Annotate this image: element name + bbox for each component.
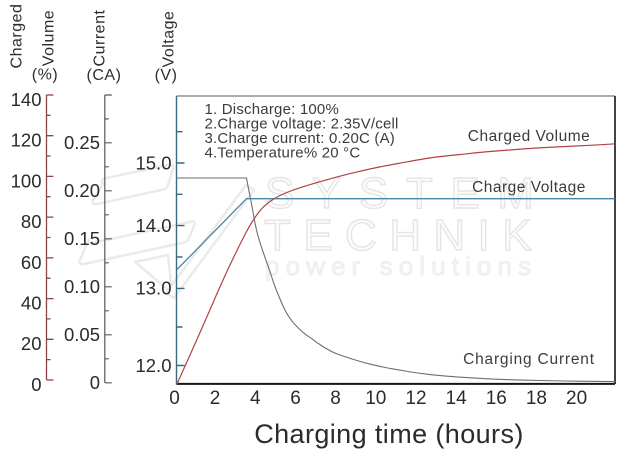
svg-text:Charged: Charged: [9, 4, 26, 69]
svg-text:Current: Current: [92, 10, 109, 67]
svg-text:12.0: 12.0: [135, 355, 171, 376]
svg-text:13.0: 13.0: [135, 278, 171, 299]
svg-text:Voltage: Voltage: [161, 11, 178, 68]
svg-text:8: 8: [330, 388, 341, 409]
svg-text:(%): (%): [32, 67, 58, 84]
svg-text:4: 4: [250, 388, 261, 409]
svg-text:0.25: 0.25: [64, 132, 100, 153]
svg-text:140: 140: [11, 89, 42, 110]
svg-text:2.Charge voltage: 2.35V/cell: 2.Charge voltage: 2.35V/cell: [205, 116, 399, 133]
svg-text:15.0: 15.0: [135, 152, 171, 173]
svg-text:0.05: 0.05: [64, 324, 100, 345]
svg-text:power solutions: power solutions: [265, 251, 537, 281]
svg-text:14.0: 14.0: [135, 215, 171, 236]
svg-text:12: 12: [405, 388, 426, 409]
svg-text:18: 18: [526, 388, 547, 409]
svg-text:Charging Current: Charging Current: [463, 351, 595, 368]
svg-text:40: 40: [21, 293, 42, 314]
svg-text:Charged Volume: Charged Volume: [468, 128, 590, 145]
svg-text:80: 80: [21, 211, 42, 232]
svg-text:120: 120: [11, 130, 42, 151]
svg-text:20: 20: [21, 333, 42, 354]
svg-text:Volume: Volume: [41, 10, 58, 66]
svg-text:0.20: 0.20: [64, 180, 100, 201]
svg-text:0.10: 0.10: [64, 276, 100, 297]
svg-text:10: 10: [365, 388, 386, 409]
svg-text:3.Charge current: 0.20C (A): 3.Charge current: 0.20C (A): [205, 130, 395, 147]
svg-text:16: 16: [486, 388, 507, 409]
svg-text:Charge Voltage: Charge Voltage: [472, 179, 586, 196]
svg-text:6: 6: [290, 388, 301, 409]
svg-text:100: 100: [11, 170, 42, 191]
svg-text:TECHNIK: TECHNIK: [264, 211, 544, 260]
svg-text:(V): (V): [155, 67, 178, 84]
svg-text:4.Temperature% 20 °C: 4.Temperature% 20 °C: [205, 145, 361, 162]
svg-text:2: 2: [210, 388, 221, 409]
svg-text:Charging time (hours): Charging time (hours): [254, 419, 524, 449]
svg-text:(CA): (CA): [87, 67, 122, 84]
svg-text:0: 0: [31, 374, 41, 395]
svg-text:SYSTEM: SYSTEM: [265, 169, 552, 218]
svg-text:0.15: 0.15: [64, 228, 100, 249]
svg-text:0: 0: [169, 388, 180, 409]
svg-text:1. Discharge: 100%: 1. Discharge: 100%: [205, 101, 340, 118]
svg-text:20: 20: [566, 388, 587, 409]
svg-text:0: 0: [90, 372, 100, 393]
svg-text:60: 60: [21, 252, 42, 273]
svg-text:14: 14: [446, 388, 468, 409]
